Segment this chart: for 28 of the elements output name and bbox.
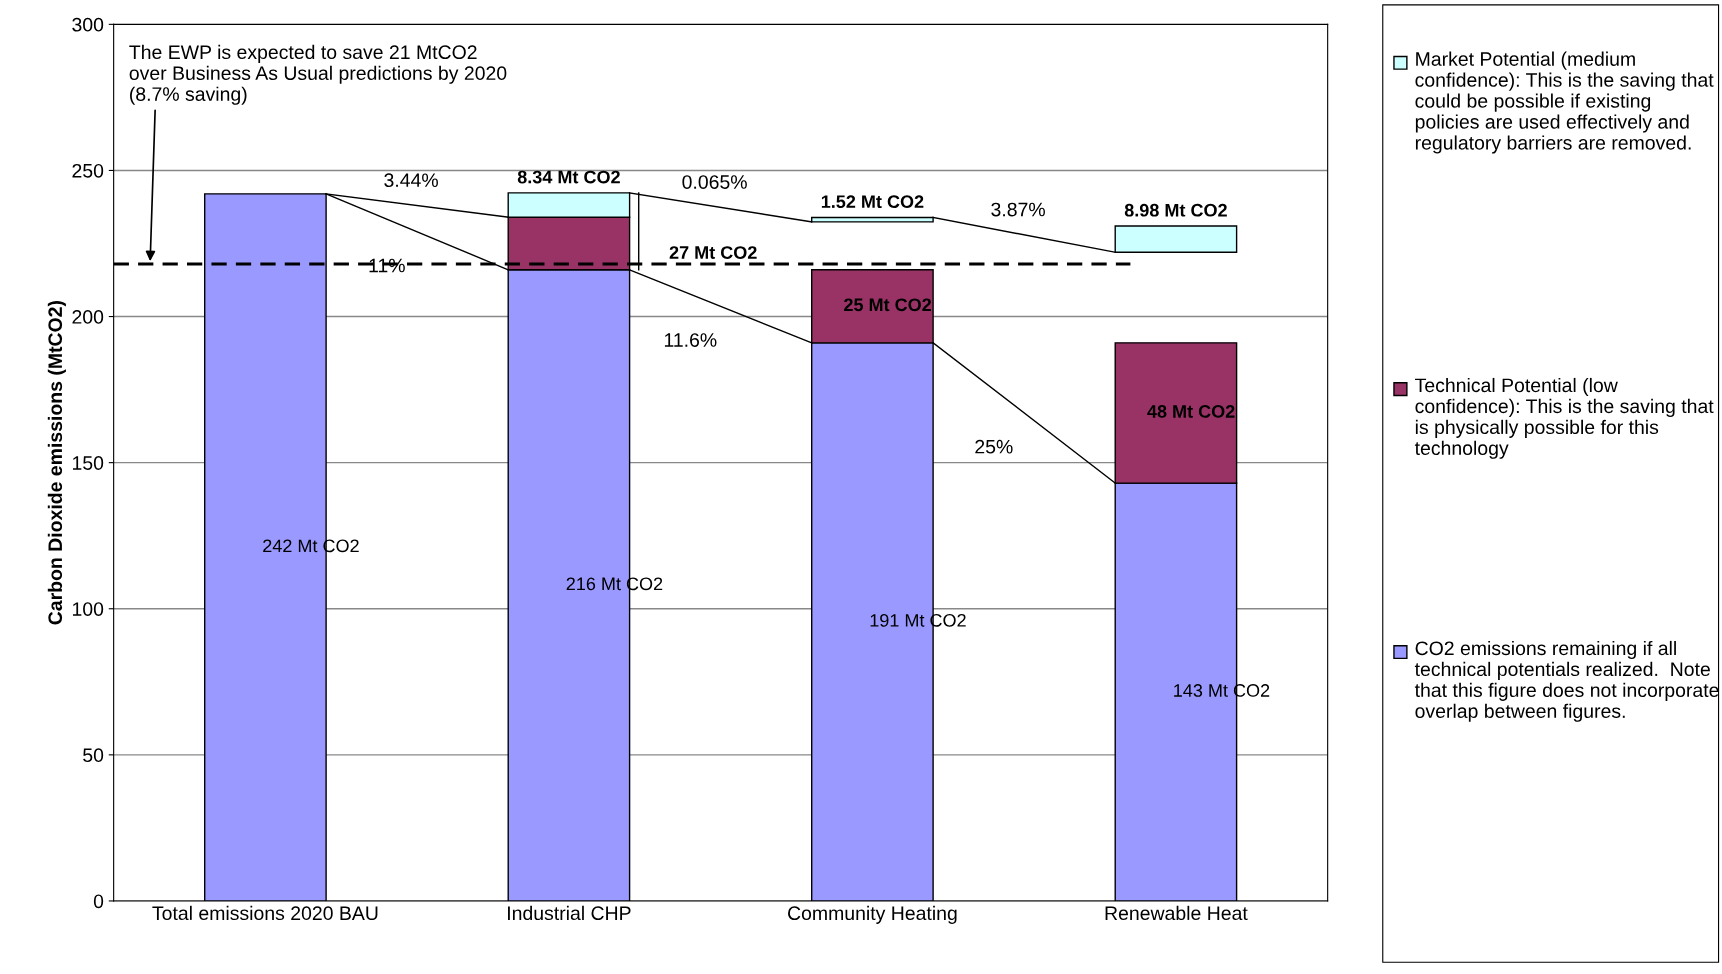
annotation: 25% <box>975 439 1013 454</box>
annotation: 11.6% <box>664 333 717 347</box>
legend-label: Technical Potential (low confidence): This is the saving that is physically possible for this technology <box>1414 377 1714 459</box>
x-tick-label: Renewable Heat <box>1105 905 1248 921</box>
legend-label: CO2 emissions remaining if all technical potentials realized. Note that this figure does not incorporate overlap between figures. <box>1414 640 1719 722</box>
annotation: 3.87% <box>991 202 1045 217</box>
y-tick-label: 150 <box>72 456 104 470</box>
data-label: 1.52 Mt CO2 <box>821 195 924 209</box>
y-tick-label: 300 <box>72 17 104 32</box>
data-label: 8.98 Mt CO2 <box>1124 203 1227 217</box>
data-label: 8.34 Mt CO2 <box>517 170 620 184</box>
y-tick-label: 100 <box>72 602 104 616</box>
x-tick-label: Total emissions 2020 BAU <box>152 905 378 921</box>
annotation: 27 Mt CO2 <box>669 246 757 259</box>
data-label: 48 Mt CO2 <box>1147 405 1235 418</box>
y-tick-label: 0 <box>93 894 104 909</box>
legend-label: Market Potential (medium confidence): This is the saving that could be possible if existing policies are used effectively and regulatory barriers are removed. <box>1415 51 1714 154</box>
x-tick-label: Industrial CHP <box>508 905 631 921</box>
y-tick-label: 50 <box>83 748 104 763</box>
annotation: 3.44% <box>384 173 438 188</box>
y-axis-title: Carbon Dioxide emissions (MtCO2) <box>47 301 66 625</box>
y-tick-label: 250 <box>72 163 104 178</box>
x-tick-label: Community Heating <box>788 905 957 924</box>
annotation: The EWP is expected to save 21 MtCO2 over Business As Usual predictions by 2020 (8.7% saving) <box>129 44 507 105</box>
annotation: 0.065% <box>682 175 747 189</box>
y-tick-label: 200 <box>72 310 104 324</box>
annotation: 11% <box>369 258 405 273</box>
data-label: 25 Mt CO2 <box>844 298 932 312</box>
